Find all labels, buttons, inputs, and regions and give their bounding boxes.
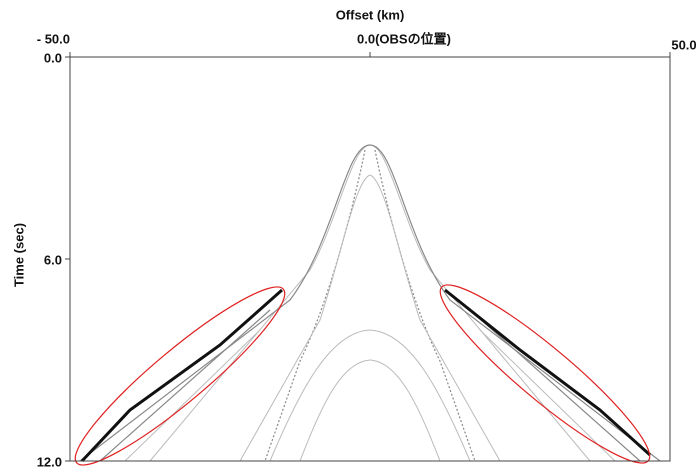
y-tick-label: 0.0	[44, 50, 62, 65]
wiggle	[270, 330, 370, 461]
y-axis-label: Time (sec)	[11, 223, 26, 287]
wiggle	[370, 360, 440, 461]
x-tick-label: 50.0	[671, 37, 696, 52]
wiggle	[125, 330, 260, 461]
highlight-ellipse	[60, 269, 300, 472]
strong-arrival	[82, 290, 282, 461]
wiggle	[370, 145, 660, 461]
wiggle	[470, 310, 640, 461]
wiggle	[240, 175, 370, 461]
seismic-section	[60, 145, 665, 472]
wiggle	[370, 145, 590, 461]
x-tick-label: 0.0(OBSの位置)	[357, 31, 451, 46]
y-tick-label: 12.0	[37, 454, 62, 469]
chart: Offset (km) Time (sec) - 50.0 0.0(OBSの位置)…	[0, 0, 696, 472]
wiggle	[80, 145, 370, 461]
x-axis-label: Offset (km)	[336, 7, 405, 22]
wiggle	[100, 310, 270, 461]
y-tick-label: 6.0	[44, 252, 62, 267]
wiggle	[480, 330, 615, 461]
wiggle	[300, 360, 370, 461]
x-tick-label: - 50.0	[37, 31, 70, 46]
wiggle	[370, 330, 470, 461]
wiggle	[150, 145, 370, 461]
